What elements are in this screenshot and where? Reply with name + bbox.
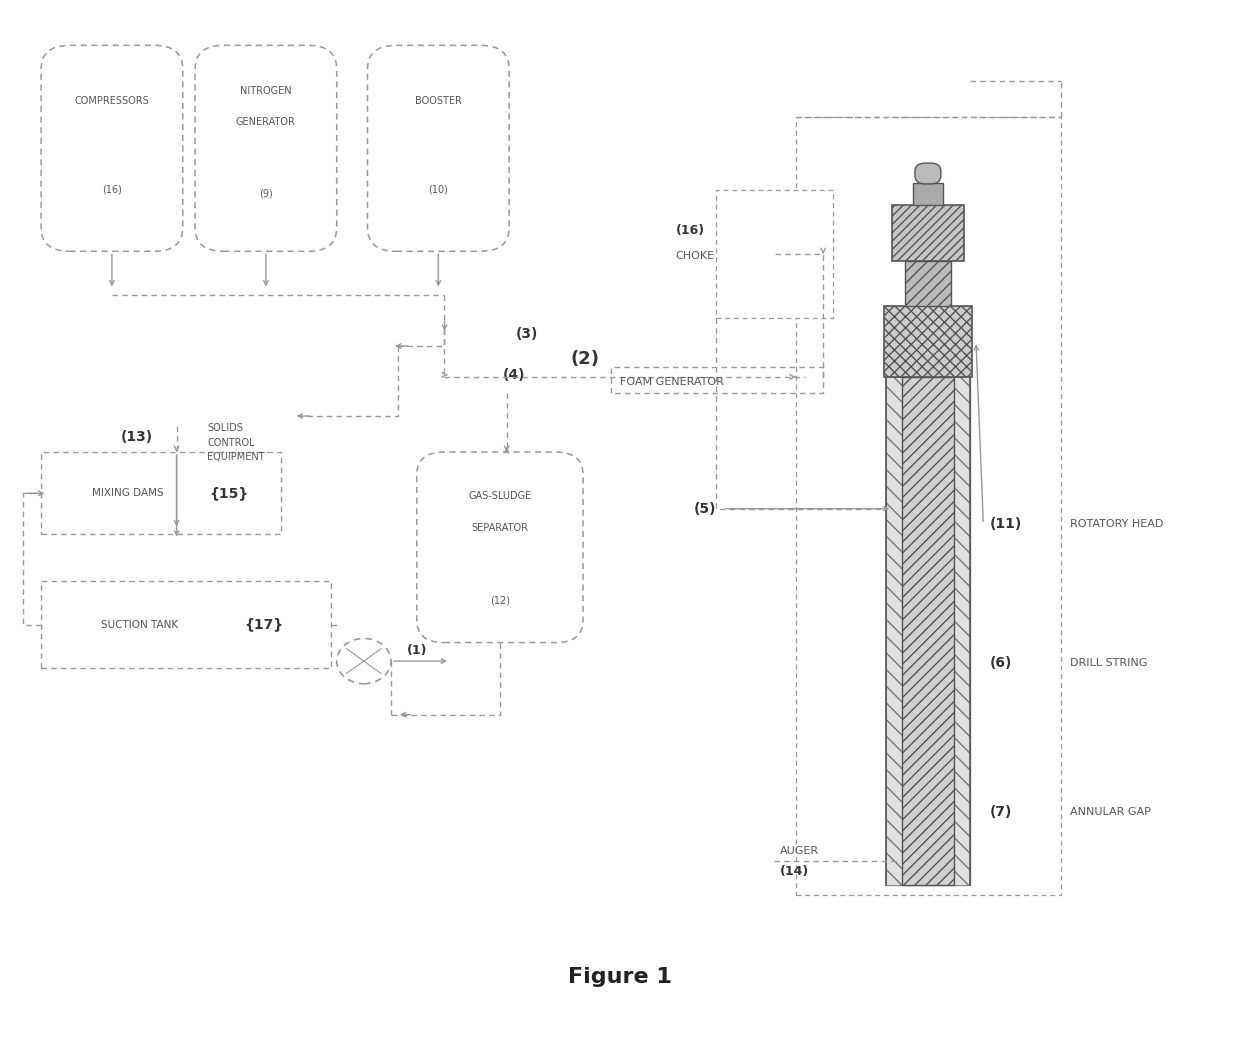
Text: (16): (16) <box>676 224 704 238</box>
Text: DRILL STRING: DRILL STRING <box>1070 658 1147 668</box>
Bar <box>905 262 951 306</box>
Text: (12): (12) <box>490 596 510 605</box>
Text: (13): (13) <box>122 430 154 443</box>
Text: EQUIPMENT: EQUIPMENT <box>207 453 265 462</box>
FancyBboxPatch shape <box>41 46 182 251</box>
Text: SOLIDS: SOLIDS <box>207 424 243 434</box>
Text: MIXING DAMS: MIXING DAMS <box>92 488 164 498</box>
Text: COMPRESSORS: COMPRESSORS <box>74 95 149 106</box>
Bar <box>901 377 954 884</box>
Bar <box>954 377 970 884</box>
Bar <box>893 206 963 262</box>
Text: (1): (1) <box>407 645 428 657</box>
FancyBboxPatch shape <box>417 453 583 643</box>
Text: Figure 1: Figure 1 <box>568 967 672 987</box>
Text: (11): (11) <box>990 517 1022 531</box>
Text: (3): (3) <box>516 327 538 340</box>
FancyBboxPatch shape <box>376 53 501 244</box>
FancyBboxPatch shape <box>203 53 329 244</box>
Text: (4): (4) <box>503 367 526 382</box>
Text: ANNULAR GAP: ANNULAR GAP <box>1070 808 1151 818</box>
Bar <box>884 306 972 377</box>
Text: ROTATORY HEAD: ROTATORY HEAD <box>1070 519 1163 529</box>
Text: SUCTION TANK: SUCTION TANK <box>100 620 179 629</box>
Text: {17}: {17} <box>244 618 284 631</box>
Text: (6): (6) <box>990 656 1012 671</box>
Bar <box>41 453 281 535</box>
Text: CONTROL: CONTROL <box>207 438 255 447</box>
Text: CHOKE: CHOKE <box>676 251 714 262</box>
Text: AUGER: AUGER <box>780 846 820 855</box>
FancyBboxPatch shape <box>915 163 941 184</box>
Text: (2): (2) <box>570 351 600 368</box>
Text: (5): (5) <box>693 501 715 516</box>
Text: {15}: {15} <box>208 486 248 500</box>
Text: BOOSTER: BOOSTER <box>415 95 461 106</box>
Text: NITROGEN: NITROGEN <box>241 86 291 95</box>
Text: (16): (16) <box>102 185 122 194</box>
Bar <box>913 183 942 206</box>
Bar <box>41 581 331 668</box>
FancyBboxPatch shape <box>195 46 337 251</box>
Text: GAS-SLUDGE: GAS-SLUDGE <box>469 491 532 501</box>
Text: (10): (10) <box>428 185 449 194</box>
FancyBboxPatch shape <box>50 53 174 244</box>
Bar <box>887 377 970 884</box>
Text: SEPARATOR: SEPARATOR <box>471 523 528 534</box>
Text: (14): (14) <box>780 865 810 878</box>
Text: (9): (9) <box>259 189 273 198</box>
Bar <box>715 190 833 319</box>
Bar <box>887 377 901 884</box>
FancyBboxPatch shape <box>367 46 510 251</box>
Bar <box>796 117 1061 895</box>
Bar <box>887 377 910 884</box>
Text: FOAM GENERATOR: FOAM GENERATOR <box>620 377 724 387</box>
Text: (7): (7) <box>990 805 1012 819</box>
Text: GENERATOR: GENERATOR <box>236 116 296 127</box>
